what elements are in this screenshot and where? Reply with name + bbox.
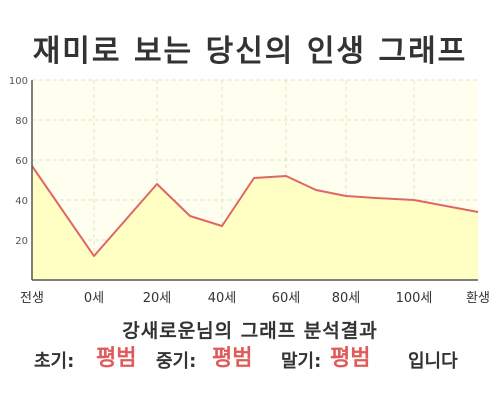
x-tick-label: 20세 — [143, 291, 172, 306]
x-tick-label: 80세 — [332, 291, 361, 306]
early-label: 초기: — [34, 351, 75, 372]
middle-label: 중기: — [156, 351, 197, 372]
y-tick-label: 80 — [15, 116, 28, 127]
y-tick-label: 100 — [9, 76, 28, 87]
x-tick-label: 환생 — [466, 291, 490, 306]
y-tick-label: 40 — [15, 196, 28, 207]
x-tick-label: 0세 — [84, 291, 104, 306]
area-fill — [32, 166, 478, 280]
y-tick-label: 20 — [15, 236, 28, 247]
series-line — [31, 165, 479, 257]
middle-value: 평범 — [212, 346, 253, 371]
x-tick-label: 전생 — [20, 291, 44, 306]
x-ticks: 전생 0세 20세 40세 60세 80세 100세 환생 — [20, 291, 490, 306]
late-label: 말기: — [281, 351, 322, 372]
early-value: 평범 — [96, 346, 137, 371]
y-tick-label: 60 — [15, 156, 28, 167]
chart-title: 재미로 보는 당신의 인생 그래프 — [32, 34, 468, 69]
y-ticks: 20 40 60 80 100 — [9, 76, 28, 247]
x-tick-label: 100세 — [396, 291, 433, 306]
late-value: 평범 — [330, 346, 371, 371]
x-tick-label: 60세 — [272, 291, 301, 306]
x-tick-label: 40세 — [208, 291, 237, 306]
analysis-title: 강새로운님의 그래프 분석결과 — [122, 320, 378, 342]
ending-text: 입니다 — [408, 351, 458, 372]
